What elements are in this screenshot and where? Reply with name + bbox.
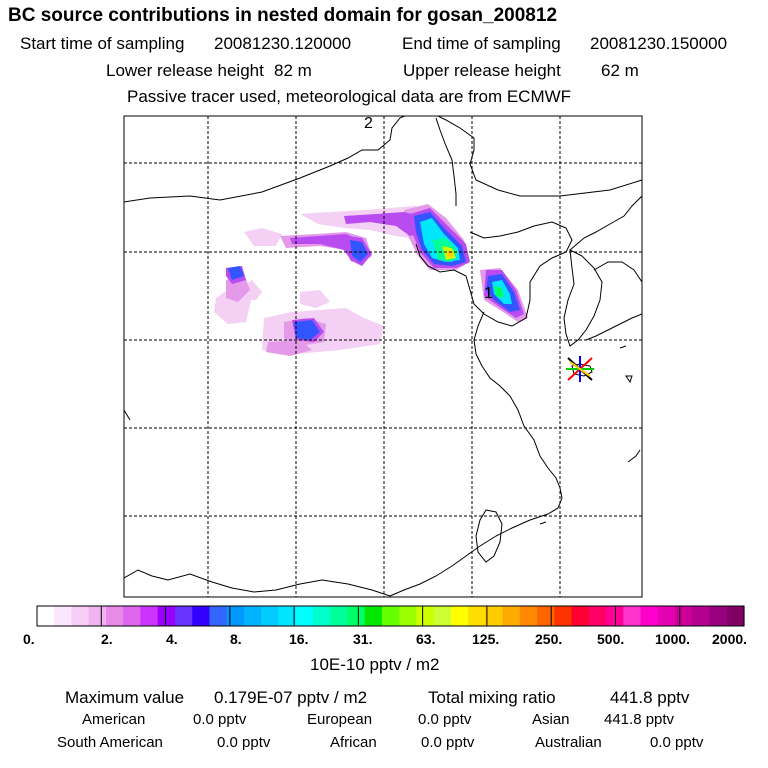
colorbar-tick: 4. — [166, 631, 178, 647]
colorbar-swatch — [174, 606, 193, 626]
colorbar-tick: 125. — [472, 631, 500, 647]
colorbar-swatch — [554, 606, 573, 626]
max-value: 0.179E-07 pptv / m2 — [214, 688, 368, 707]
tracer-note: Passive tracer used, meteorological data… — [127, 87, 572, 106]
colorbar-swatch — [330, 606, 348, 626]
colorbar-tick: 500. — [597, 631, 625, 647]
colorbar-tick: 1000. — [655, 631, 691, 647]
region-name: African — [330, 734, 377, 751]
colorbar-swatch — [450, 606, 469, 626]
colorbar-tick: 2. — [101, 631, 113, 647]
colorbar-swatch — [243, 606, 262, 626]
region-value: 0.0 pptv — [193, 711, 247, 728]
colorbar-swatch — [502, 606, 521, 626]
map-frame — [123, 115, 643, 598]
colorbar — [37, 606, 745, 626]
colorbar-swatch — [88, 606, 107, 626]
start-time-label: Start time of sampling — [20, 34, 185, 53]
start-time-value: 20081230.120000 — [214, 34, 352, 53]
colorbar-swatch — [157, 606, 176, 626]
colorbar-tick: 63. — [416, 631, 436, 647]
region-name: South American — [57, 734, 163, 751]
colorbar-swatch — [588, 606, 607, 626]
colorbar-swatch — [105, 606, 124, 626]
region-value: 0.0 pptv — [217, 734, 271, 751]
total-mixing-value: 441.8 pptv — [610, 688, 690, 707]
total-mixing-label: Total mixing ratio — [428, 688, 556, 707]
plume-core — [420, 218, 512, 304]
colorbar-swatch — [209, 606, 228, 626]
colorbar-swatch — [295, 606, 314, 626]
colorbar-swatch — [364, 606, 383, 626]
colorbar-swatch — [657, 606, 676, 626]
map-content: 2 1 — [124, 115, 642, 597]
gridlines — [124, 116, 642, 597]
receptor-star-icon — [566, 356, 594, 382]
upper-height-label: Upper release height — [403, 61, 561, 80]
coastlines — [124, 116, 642, 597]
chart-title: BC source contributions in nested domain… — [8, 5, 558, 26]
colorbar-swatch — [416, 606, 435, 626]
colorbar-swatch — [675, 606, 693, 626]
colorbar-tick: 2000. — [712, 631, 748, 647]
colorbar-swatch — [54, 606, 73, 626]
colorbar-swatch — [71, 606, 90, 626]
colorbar-swatch — [347, 606, 366, 626]
region-name: Asian — [532, 711, 570, 728]
colorbar-swatch — [571, 606, 590, 626]
colorbar-unit: 10E-10 pptv / m2 — [310, 655, 440, 674]
marker-2: 2 — [364, 115, 373, 132]
colorbar-swatch — [623, 606, 642, 626]
colorbar-swatch — [192, 606, 211, 626]
region-name: European — [307, 711, 373, 728]
region-value: 0.0 pptv — [418, 711, 472, 728]
colorbar-swatch — [278, 606, 297, 626]
colorbar-swatch — [433, 606, 452, 626]
region-value: 0.0 pptv — [650, 734, 704, 751]
colorbar-tick: 31. — [353, 631, 373, 647]
colorbar-swatch — [399, 606, 417, 626]
marker-1: 1 — [484, 285, 493, 302]
upper-height-value: 62 m — [601, 61, 639, 80]
colorbar-swatch — [640, 606, 659, 626]
region-value: 0.0 pptv — [421, 734, 475, 751]
colorbar-swatch — [519, 606, 538, 626]
colorbar-swatch — [312, 606, 331, 626]
colorbar-tick: 16. — [289, 631, 309, 647]
colorbar-swatch — [468, 606, 486, 626]
lower-height-value: 82 m — [274, 61, 312, 80]
colorbar-swatch — [37, 606, 55, 626]
end-time-value: 20081230.150000 — [590, 34, 728, 53]
colorbar-swatch — [123, 606, 142, 626]
region-name: Australian — [535, 734, 602, 751]
lower-height-label: Lower release height — [106, 61, 264, 80]
region-name: American — [82, 711, 146, 728]
colorbar-tick: 250. — [535, 631, 563, 647]
colorbar-frame — [36, 605, 745, 627]
colorbar-swatch — [381, 606, 400, 626]
region-value: 441.8 pptv — [604, 711, 675, 728]
colorbar-swatch — [709, 606, 728, 626]
max-value-label: Maximum value — [65, 688, 185, 707]
colorbar-swatch — [692, 606, 711, 626]
colorbar-tick: 0. — [23, 631, 35, 647]
colorbar-swatch — [261, 606, 280, 626]
colorbar-swatch — [726, 606, 745, 626]
colorbar-tick: 8. — [230, 631, 242, 647]
colorbar-swatch — [537, 606, 555, 626]
colorbar-swatch — [485, 606, 504, 626]
colorbar-swatch — [226, 606, 245, 626]
colorbar-swatch — [140, 606, 159, 626]
end-time-label: End time of sampling — [402, 34, 561, 53]
